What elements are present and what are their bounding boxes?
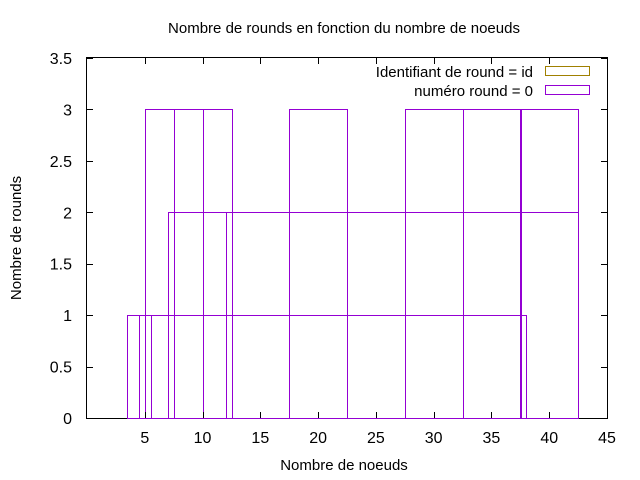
legend-label-series-1: Identifiant de round = id <box>376 64 533 81</box>
legend: Identifiant de round = id numéro round =… <box>376 64 590 100</box>
bar <box>289 109 348 419</box>
legend-swatch-series-2 <box>545 85 590 95</box>
bar <box>520 109 579 419</box>
x-axis-ticks: 5 10 15 20 25 30 35 40 45 <box>140 58 616 447</box>
x-tick-label: 5 <box>140 430 149 447</box>
x-tick-label: 15 <box>251 430 269 447</box>
bars-layer <box>127 109 579 419</box>
y-axis-label: Nombre de rounds <box>8 176 25 300</box>
y-axis-ticks: 0 0.5 1 1.5 2 2.5 3 3.5 <box>50 51 607 428</box>
x-tick-label: 25 <box>367 430 385 447</box>
x-tick-label: 40 <box>540 430 558 447</box>
y-tick-label: 3.5 <box>50 51 72 68</box>
y-tick-label: 0 <box>63 411 72 428</box>
x-tick-label: 20 <box>309 430 327 447</box>
legend-label-series-2: numéro round = 0 <box>414 83 533 100</box>
y-tick-label: 3 <box>63 102 72 119</box>
bar <box>405 109 464 419</box>
bar <box>145 315 527 419</box>
bar <box>463 109 522 419</box>
y-tick-label: 2.5 <box>50 154 72 171</box>
y-tick-label: 2 <box>63 205 72 222</box>
x-axis-label: Nombre de noeuds <box>280 457 408 474</box>
y-tick-label: 1 <box>63 308 72 325</box>
x-tick-label: 45 <box>598 430 616 447</box>
x-tick-label: 35 <box>483 430 501 447</box>
chart-title: Nombre de rounds en fonction du nombre d… <box>168 20 520 37</box>
x-tick-label: 30 <box>425 430 443 447</box>
x-tick-label: 10 <box>194 430 212 447</box>
y-tick-label: 0.5 <box>50 360 72 377</box>
y-tick-label: 1.5 <box>50 257 72 274</box>
legend-swatch-series-1 <box>545 66 590 76</box>
bar <box>127 315 140 419</box>
